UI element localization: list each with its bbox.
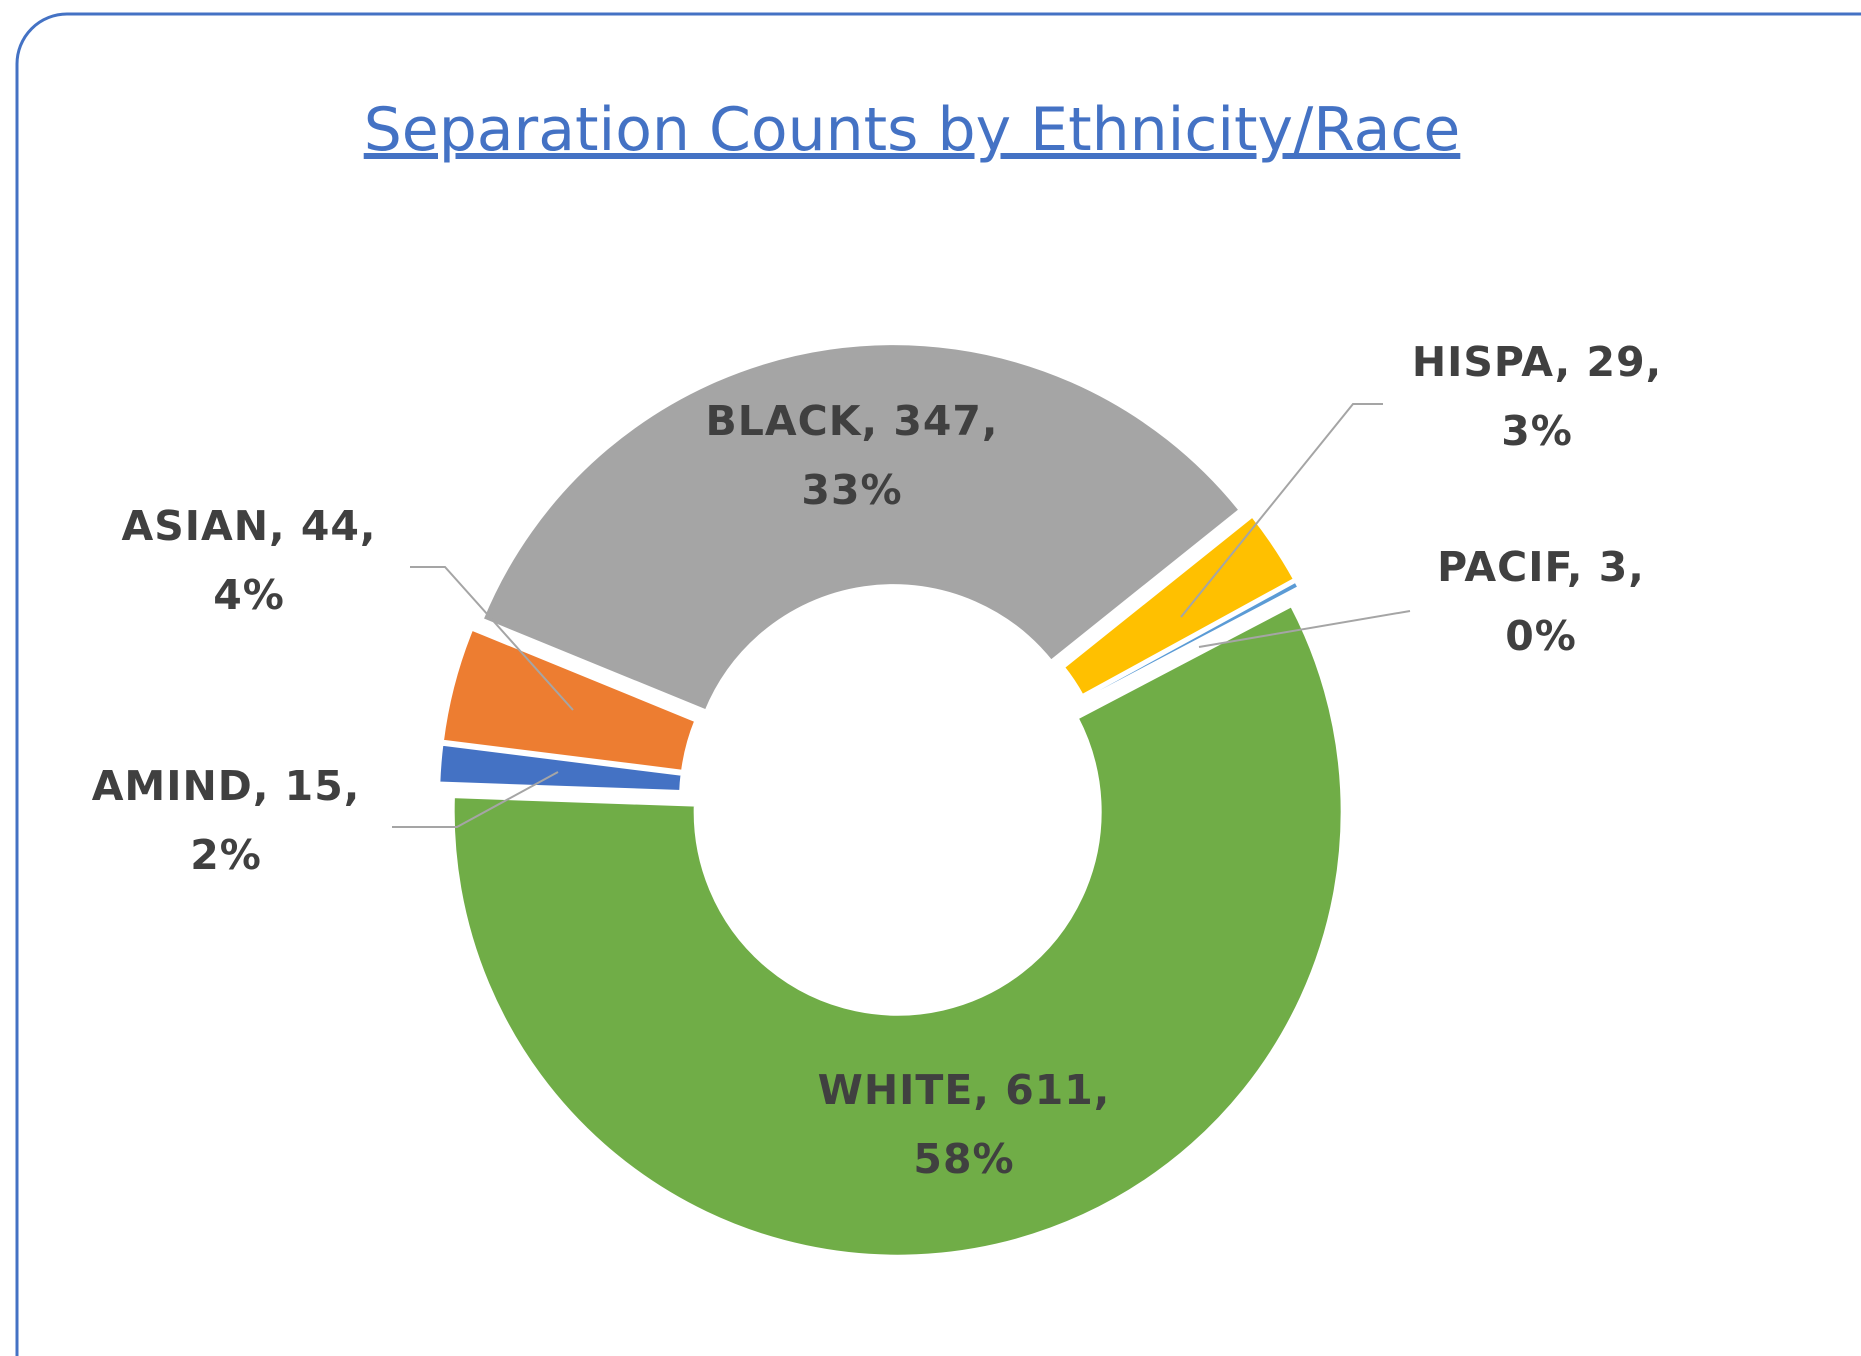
data-label-line: ASIAN, 44,	[121, 502, 376, 550]
donut-slice	[450, 602, 1345, 1259]
data-label: BLACK, 347, 33%	[706, 397, 999, 514]
data-label: AMIND, 15, 2%	[92, 762, 361, 879]
donut-slice	[478, 341, 1244, 715]
leader-line	[392, 771, 559, 828]
data-label: PACIF, 3, 0%	[1437, 543, 1645, 660]
data-label-line: AMIND, 15,	[92, 762, 361, 810]
data-label-line: BLACK, 347,	[706, 397, 999, 445]
chart-frame	[15, 12, 1861, 1356]
data-label-line: 33%	[801, 466, 902, 514]
data-label: HISPA, 29, 3%	[1412, 338, 1662, 455]
leader-line	[1180, 403, 1383, 618]
donut-slice	[439, 625, 700, 775]
data-label-line: 3%	[1501, 407, 1573, 455]
data-label-line: 58%	[913, 1135, 1014, 1183]
data-label: WHITE, 611, 58%	[818, 1066, 1111, 1183]
data-label-line: 4%	[213, 571, 285, 619]
leader-line	[1198, 610, 1411, 648]
data-label-line: PACIF, 3,	[1437, 543, 1645, 591]
leader-line	[410, 566, 574, 711]
chart-title: Separation Counts by Ethnicity/Race	[364, 95, 1461, 165]
data-label: ASIAN, 44, 4%	[121, 502, 376, 619]
data-label-line: HISPA, 29,	[1412, 338, 1662, 386]
donut-slice	[1080, 577, 1303, 704]
donut-slice	[436, 741, 685, 795]
data-label-line: 0%	[1505, 612, 1577, 660]
data-label-line: 2%	[190, 831, 262, 879]
data-label-line: WHITE, 611,	[818, 1066, 1111, 1114]
